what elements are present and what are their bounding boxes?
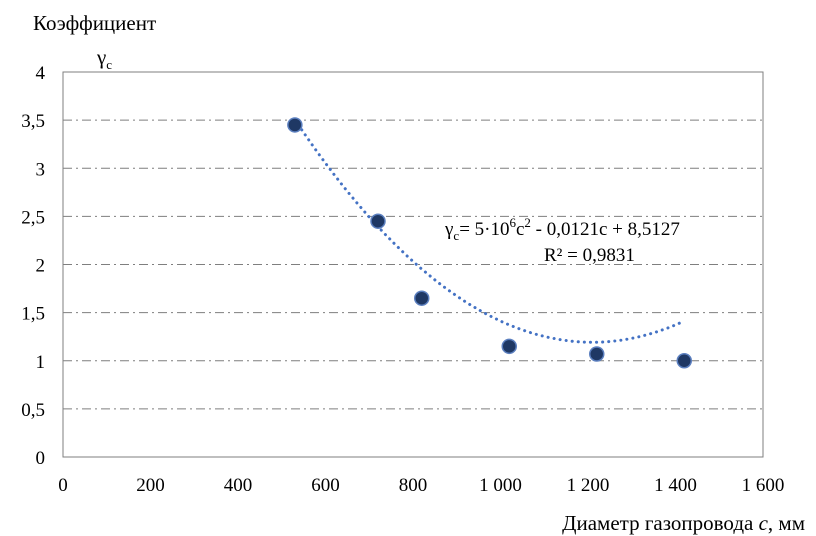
trendline <box>293 118 686 344</box>
y-tick-label: 2 <box>36 256 46 277</box>
y-tick-label: 1,5 <box>21 304 45 325</box>
data-point <box>589 346 605 362</box>
trendline-equation: γc= 5·106c2 - 0,0121c + 8,5127 <box>444 215 680 243</box>
data-point <box>287 117 303 133</box>
y-tick-label: 2,5 <box>21 207 45 228</box>
gridlines <box>63 119 763 410</box>
x-axis-title: Диаметр газопровода c, мм <box>562 511 805 535</box>
y-axis-title: Коэффициент <box>33 11 156 35</box>
x-tick-label: 400 <box>224 475 253 496</box>
y-tick-label: 0,5 <box>21 400 45 421</box>
x-tick-label: 200 <box>136 475 165 496</box>
x-tick-label: 1 200 <box>567 475 610 496</box>
y-tick-label: 3 <box>36 159 46 180</box>
x-tick-label: 1 600 <box>742 475 785 496</box>
y-tick-label: 1 <box>36 352 46 373</box>
trendline-r-squared: R² = 0,9831 <box>544 245 635 266</box>
x-tick-label: 800 <box>399 475 428 496</box>
x-tick-label: 600 <box>311 475 340 496</box>
data-points <box>287 117 692 369</box>
y-tick-labels: 0 0,5 1 1,5 2 2,5 3 3,5 4 <box>21 63 45 469</box>
y-tick-label: 3,5 <box>21 111 45 132</box>
x-tick-label: 0 <box>58 475 68 496</box>
plot-area-border <box>62 71 764 458</box>
y-axis-symbol: γc <box>96 45 112 72</box>
y-tick-label: 4 <box>36 63 46 84</box>
x-tick-label: 1 000 <box>479 475 522 496</box>
x-tick-label: 1 400 <box>654 475 697 496</box>
y-tick-label: 0 <box>36 448 46 469</box>
data-point <box>370 213 386 229</box>
x-tick-labels: 0 200 400 600 800 1 000 1 200 1 400 1 600 <box>58 475 784 496</box>
data-point <box>501 338 517 355</box>
data-point <box>414 290 430 306</box>
data-point <box>676 353 692 369</box>
